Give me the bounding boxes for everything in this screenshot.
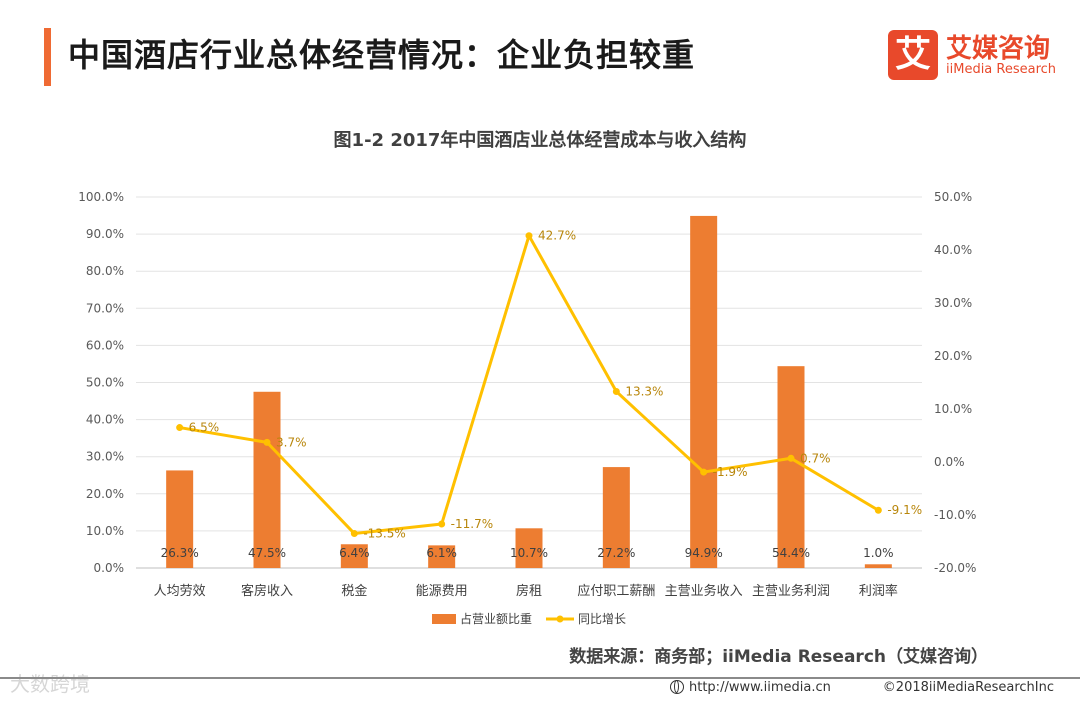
y-left-tick-label: 10.0% [86,524,124,538]
x-category-label: 人均劳效 [154,583,206,599]
growth-point-7 [700,468,708,476]
y-left-tick-label: 90.0% [86,227,124,241]
footer-url[interactable]: http://www.iimedia.cn [670,680,831,695]
bar-data-label: 6.1% [426,546,457,560]
legend-line-label: 同比增长 [578,612,626,626]
line-data-label: 6.5% [189,421,220,435]
line-data-label: -13.5% [363,527,405,541]
growth-line [179,234,880,536]
bar-data-label: 26.3% [161,546,199,560]
x-category-label: 能源费用 [416,584,468,599]
y-left-tick-label: 70.0% [86,301,124,315]
page-title: 中国酒店行业总体经营情况：企业负担较重 [68,36,696,74]
brand-name: 艾媒咨询 [946,34,1051,64]
y-left-tick-label: 60.0% [86,338,124,352]
y-right-tick-label: 0.0% [934,455,965,469]
y-left-tick-label: 50.0% [86,376,124,390]
legend-line-marker [556,615,564,623]
y-left-tick-label: 30.0% [86,450,124,464]
x-category-label: 税金 [341,583,367,599]
x-category-label: 客房收入 [241,583,293,599]
line-data-label: 3.7% [276,435,307,449]
line-data-label: -1.9% [713,465,748,479]
x-category-label: 应付职工薪酬 [577,583,655,599]
bar-data-label: 10.7% [510,546,548,560]
growth-point-3 [350,530,358,538]
bar-data-label: 47.5% [248,546,286,560]
growth-point-1 [176,424,184,432]
x-category-label: 房租 [516,583,542,599]
brand-logo-mark: 艾 [888,30,938,80]
bar-8 [777,366,805,568]
brand-logo: 艾 艾媒咨询 iiMedia Research [888,28,1058,84]
x-category-label: 利润率 [859,583,898,599]
growth-point-6 [612,388,620,396]
bar-4 [428,545,456,568]
y-right-tick-label: 30.0% [934,296,972,310]
y-right-tick-label: 10.0% [934,402,972,416]
y-left-tick-label: 100.0% [78,190,124,204]
line-data-label: -9.1% [887,503,922,517]
y-right-tick-label: 20.0% [934,349,972,363]
data-source: 数据来源：商务部；iiMedia Research（艾媒咨询） [569,647,988,667]
line-data-label: 0.7% [800,451,831,465]
line-data-label: 13.3% [625,385,663,399]
y-right-tick-label: -20.0% [934,561,976,575]
bar-9 [864,564,892,568]
bar-data-label: 6.4% [339,546,370,560]
bar-data-label: 94.9% [685,546,723,560]
bar-7 [690,215,718,568]
bar-3 [340,544,368,568]
growth-point-2 [263,438,271,446]
line-data-label: -11.7% [451,517,493,531]
x-category-label: 主营业务利润 [752,583,830,599]
footer-url-text[interactable]: http://www.iimedia.cn [689,680,831,695]
y-left-tick-label: 80.0% [86,264,124,278]
y-right-tick-label: -10.0% [934,508,976,522]
growth-point-4 [438,520,446,528]
chart-title: 图1-2 2017年中国酒店业总体经营成本与收入结构 [333,130,747,151]
title-accent-bar [44,28,51,86]
x-category-label: 主营业务收入 [665,583,743,599]
watermark: 大数跨境 [10,672,90,696]
footer-copyright: ©2018iiMediaResearchInc [882,680,1054,695]
y-right-tick-label: 40.0% [934,243,972,257]
bar-6 [602,467,630,568]
bar-data-label: 1.0% [863,546,894,560]
globe-icon [670,680,684,694]
y-right-tick-label: 50.0% [934,190,972,204]
legend-bar-label: 占营业额比重 [460,611,532,626]
growth-point-9 [874,506,882,514]
growth-point-5 [525,232,533,240]
footer-divider [0,677,1080,679]
bar-data-label: 54.4% [772,546,810,560]
y-left-tick-label: 20.0% [86,487,124,501]
bar-data-label: 27.2% [597,546,635,560]
bar-1 [166,470,194,568]
growth-point-8 [787,454,795,462]
legend-bar-swatch [432,614,456,624]
line-data-label: 42.7% [538,229,576,243]
brand-name-english: iiMedia Research [946,62,1057,77]
y-left-tick-label: 40.0% [86,413,124,427]
y-left-tick-label: 0.0% [94,561,125,575]
bar-5 [515,528,543,568]
bar-2 [253,391,281,568]
